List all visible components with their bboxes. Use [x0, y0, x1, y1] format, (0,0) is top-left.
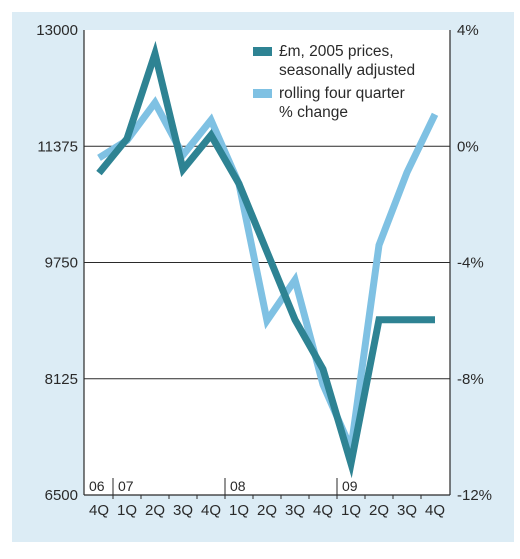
series-line-change	[97, 96, 439, 462]
legend-label: % change	[279, 104, 348, 121]
quarter-label: 2Q	[145, 502, 165, 519]
y-left-tick-label: 8125	[45, 371, 78, 388]
y-left-tick-label: 13000	[36, 22, 78, 39]
y-right-tick-label: -4%	[457, 255, 484, 272]
quarter-label: 4Q	[89, 502, 109, 519]
y-left-tick-label: 6500	[45, 487, 78, 504]
quarter-label: 3Q	[397, 502, 417, 519]
quarter-label: 1Q	[229, 502, 249, 519]
y-left-tick-label: 9750	[45, 255, 78, 272]
legend-label: seasonally adjusted	[279, 62, 415, 79]
y-right-tick-label: -8%	[457, 371, 484, 388]
year-label: 09	[342, 478, 358, 494]
year-label: 08	[230, 478, 246, 494]
quarter-label: 4Q	[425, 502, 445, 519]
y-right-tick-label: 0%	[457, 138, 479, 155]
y-right-tick-label: -12%	[457, 487, 492, 504]
year-label: 06	[89, 478, 105, 494]
legend-label: £m, 2005 prices,	[279, 43, 394, 60]
quarter-label: 4Q	[201, 502, 221, 519]
legend-label: rolling four quarter	[279, 85, 405, 102]
quarter-label: 3Q	[285, 502, 305, 519]
quarter-label: 2Q	[257, 502, 277, 519]
series-line-level	[96, 40, 435, 479]
quarter-label: 4Q	[313, 502, 333, 519]
quarter-label: 3Q	[173, 502, 193, 519]
year-label: 07	[118, 478, 134, 494]
y-left-tick-label: 11375	[37, 138, 78, 155]
quarter-label: 2Q	[369, 502, 389, 519]
quarter-label: 1Q	[341, 502, 361, 519]
y-right-tick-label: 4%	[457, 22, 479, 39]
quarter-label: 1Q	[117, 502, 137, 519]
legend-swatch	[253, 47, 272, 56]
legend-swatch	[253, 89, 272, 98]
